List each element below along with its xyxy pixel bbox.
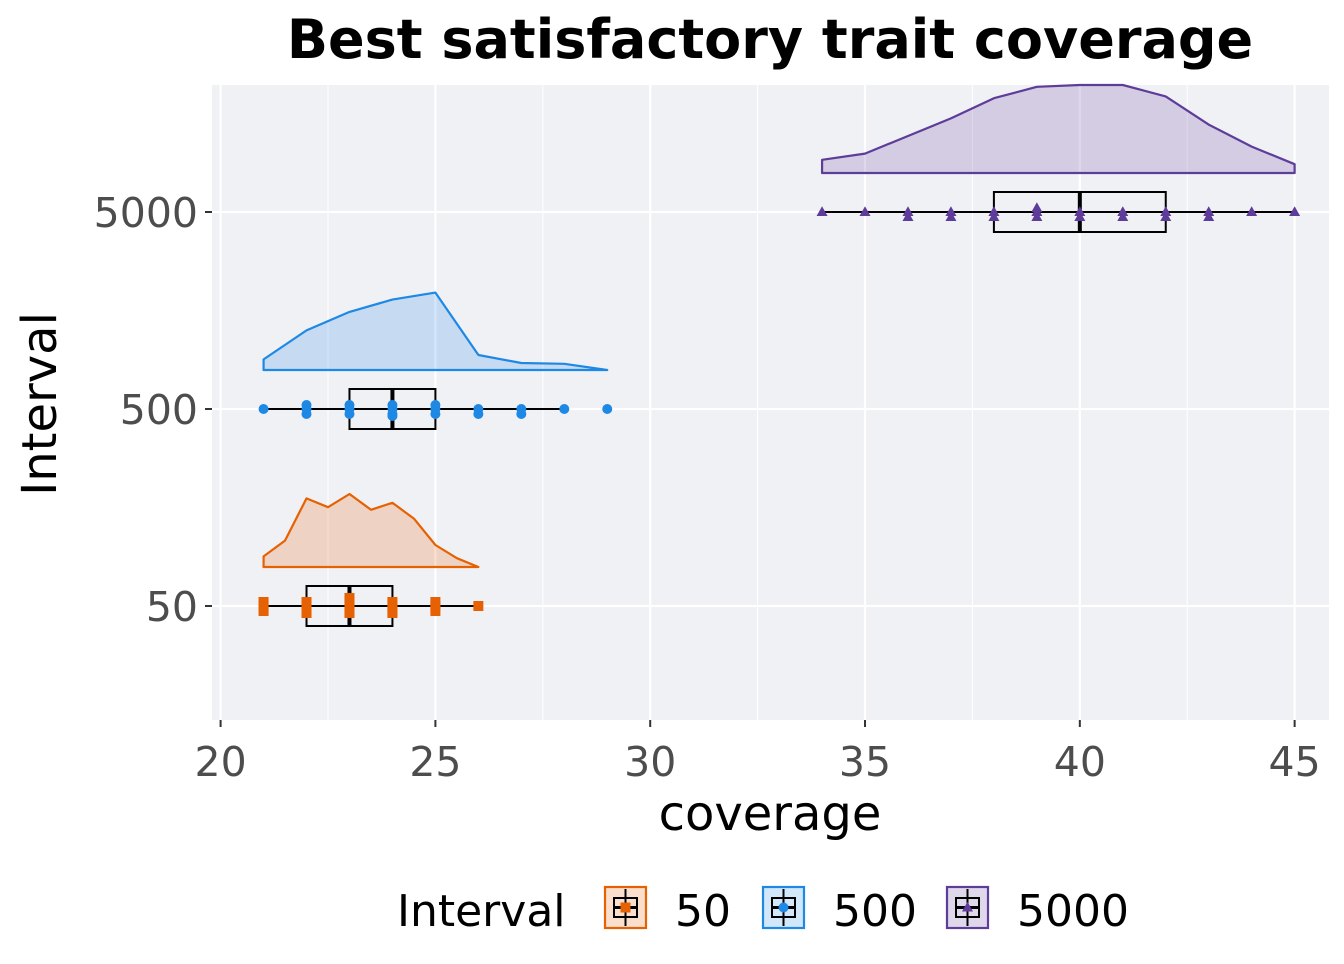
data-point-interval-5000: [1246, 206, 1258, 216]
x-tick-label: 20: [195, 738, 247, 786]
y-tick-label: 50: [146, 583, 198, 631]
data-point-interval-50: [430, 597, 441, 607]
data-point-interval-50: [430, 606, 441, 616]
density-cloud-interval-5000: [820, 83, 1296, 175]
data-point-interval-500: [258, 404, 269, 414]
legend-label-5000: 5000: [1017, 886, 1129, 937]
legend-key-500-marker: [778, 902, 789, 913]
x-tick-label: 35: [839, 738, 891, 786]
data-point-interval-5000: [1203, 211, 1215, 221]
chart-title: Best satisfactory trait coverage: [287, 8, 1253, 71]
data-point-interval-500: [387, 400, 398, 410]
x-tick-label: 45: [1269, 738, 1321, 786]
legend-key-50-marker: [620, 902, 631, 913]
density-clouds: [262, 83, 1296, 569]
data-point-interval-50: [258, 606, 269, 616]
x-axis-title: coverage: [659, 786, 882, 842]
panel-background: [212, 85, 1329, 720]
data-point-interval-5000: [1203, 206, 1215, 216]
legend-label-500: 500: [833, 886, 917, 937]
data-point-interval-5000: [1160, 206, 1172, 216]
x-tick-label: 25: [409, 738, 461, 786]
data-point-interval-5000: [1031, 202, 1043, 212]
legend-title: Interval: [397, 886, 566, 937]
data-point-interval-5000: [1074, 211, 1086, 221]
data-point-interval-5000: [945, 206, 957, 216]
data-point-interval-5000: [1117, 211, 1129, 221]
legend-key-5000-marker: [962, 901, 973, 912]
data-point-interval-5000: [988, 206, 1000, 216]
data-point-interval-500: [430, 400, 441, 410]
data-point-interval-500: [344, 400, 355, 410]
data-point-interval-5000: [1031, 211, 1043, 221]
data-point-interval-500: [387, 411, 398, 421]
data-point-interval-500: [602, 404, 613, 414]
data-point-interval-500: [559, 404, 570, 414]
data-point-interval-5000: [988, 211, 1000, 221]
x-tick-label: 40: [1054, 738, 1106, 786]
data-point-interval-50: [387, 597, 398, 607]
data-point-interval-5000: [816, 206, 828, 216]
data-point-interval-50: [301, 608, 312, 618]
legend-label-50: 50: [675, 886, 731, 937]
axes: 20 25 30 35 40 45 50 500 5000: [94, 189, 1321, 786]
data-point-interval-5000: [945, 211, 957, 221]
x-tick-label: 30: [624, 738, 676, 786]
data-point-interval-500: [344, 409, 355, 419]
data-point-interval-50: [473, 601, 484, 611]
data-point-interval-50: [387, 608, 398, 618]
data-point-interval-5000: [902, 206, 914, 216]
data-point-interval-500: [516, 409, 527, 419]
data-point-interval-5000: [1289, 206, 1301, 216]
data-point-interval-5000: [1117, 206, 1129, 216]
data-point-interval-5000: [1160, 211, 1172, 221]
y-axis-title: Interval: [12, 312, 68, 496]
y-tick-label: 5000: [94, 189, 198, 237]
density-cloud-interval-50: [262, 492, 480, 569]
data-point-interval-50: [301, 597, 312, 607]
jitter-points: [258, 202, 1301, 618]
data-point-interval-5000: [1074, 206, 1086, 216]
data-point-interval-500: [301, 400, 312, 410]
data-point-interval-500: [430, 409, 441, 419]
data-point-interval-50: [344, 593, 355, 603]
data-point-interval-50: [344, 608, 355, 618]
data-point-interval-5000: [859, 206, 871, 216]
data-point-interval-5000: [902, 211, 914, 221]
legend: Interval 50 500 5000: [397, 885, 1129, 937]
data-point-interval-500: [473, 409, 484, 419]
data-point-interval-500: [301, 409, 312, 419]
density-cloud-interval-500: [262, 291, 609, 372]
y-tick-label: 500: [120, 386, 198, 434]
data-point-interval-50: [258, 597, 269, 607]
